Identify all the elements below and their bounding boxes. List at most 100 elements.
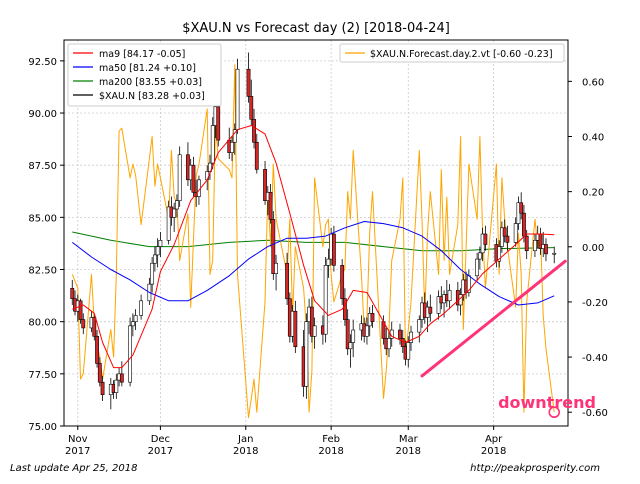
x-tick-label-year-4: 2018	[396, 446, 421, 457]
candle-body-63	[326, 258, 331, 266]
legend-label-ma9: ma9 [84.17 -0.05]	[99, 49, 185, 60]
candle-body-18	[139, 300, 144, 316]
candle-body-111	[519, 202, 524, 214]
x-tick-label-month-3: Feb	[322, 434, 340, 445]
candle-body-51	[274, 262, 278, 274]
candle-body-108	[505, 235, 510, 243]
candle-body-9	[100, 381, 105, 396]
candle-body-41	[232, 129, 237, 143]
candle-body-46	[254, 141, 259, 170]
candle-body-57	[304, 321, 309, 387]
candle-body-60	[312, 325, 317, 337]
candle-body-69	[348, 342, 353, 350]
price-candles	[70, 52, 557, 410]
y-right-tick-label-2: -0.20	[582, 298, 608, 309]
y-left-tick-label-2: 80.00	[28, 318, 57, 329]
x-tick-label-year-1: 2017	[148, 446, 173, 457]
x-tick-label-year-0: 2017	[65, 446, 90, 457]
candle-body-21	[152, 254, 157, 264]
x-tick-label-month-4: Mar	[399, 434, 419, 445]
candle-body-14	[119, 373, 124, 383]
y-right-tick-label-4: 0.20	[582, 188, 604, 199]
legend-left-box	[67, 43, 222, 107]
candle-body-83	[406, 342, 411, 360]
footer-last-update: Last update Apr 25, 2018	[10, 463, 138, 474]
candle-body-105	[497, 246, 502, 262]
candle-body-84	[409, 331, 413, 343]
y-right-tick-label-5: 0.40	[582, 133, 604, 144]
candle-body-66	[340, 265, 345, 300]
candle-body-23	[158, 240, 163, 247]
y-left-tick-label-4: 85.00	[28, 213, 57, 224]
ma200-line	[72, 231, 555, 252]
candle-body-118	[544, 244, 548, 255]
legend-label-price: $XAU.N [83.28 +0.03]	[99, 91, 205, 102]
y-right-tick-label-1: -0.40	[582, 353, 608, 364]
y-left-tick-label-0: 75.00	[28, 422, 57, 433]
candle-body-27	[175, 200, 179, 210]
axes: 75.00 77.50 80.00 82.50 85.00 87.50 90.00 92.50…	[28, 57, 608, 457]
candle-body-67	[343, 298, 347, 320]
candle-body-3	[78, 300, 83, 320]
candle-body-38	[216, 106, 221, 141]
trendline-layer	[420, 259, 567, 419]
legend-right: $XAU.N.Forecast.day.2.vt [-0.60 -0.23]	[339, 43, 565, 63]
ma9-series	[72, 125, 555, 369]
forecast-series	[71, 64, 555, 419]
candle-body-36	[210, 125, 215, 164]
candle-body-35	[208, 162, 212, 172]
candle-body-109	[513, 223, 518, 243]
candle-body-103	[483, 233, 488, 245]
candle-body-119	[552, 252, 557, 255]
downtrend-annotation: downtrend	[498, 393, 596, 412]
y-left-tick-label-7: 92.50	[28, 57, 57, 68]
x-tick-label-month-5: Apr	[485, 434, 503, 445]
y-right-tick-label-6: 0.60	[582, 77, 604, 88]
forecast-marker-circle	[548, 406, 561, 419]
footer-source-url: http://peakprosperity.com	[470, 463, 600, 474]
candle-body-26	[172, 208, 177, 218]
candle-body-40	[230, 141, 234, 153]
legend-label-ma50: ma50 [81.24 +0.10]	[99, 63, 196, 74]
candle-body-85	[417, 319, 422, 333]
candle-body-113	[524, 235, 529, 252]
x-tick-label-year-2: 2018	[233, 446, 258, 457]
chart-title: $XAU.N vs Forecast day (2) [2018-04-24]	[182, 21, 450, 36]
legend-left: ma9 [84.17 -0.05] ma50 [81.24 +0.10] ma2…	[67, 43, 222, 107]
candle-body-55	[293, 310, 298, 348]
candle-body-20	[150, 262, 155, 285]
candle-body-0	[70, 287, 75, 300]
candle-body-73	[365, 325, 369, 337]
y-right-tick-label-0: -0.60	[582, 408, 608, 419]
candle-body-6	[92, 317, 97, 337]
plot-frame	[63, 39, 569, 427]
candle-body-47	[263, 169, 267, 201]
downtrend-trendline	[420, 259, 567, 378]
candle-body-89	[428, 306, 433, 314]
candle-body-112	[522, 212, 526, 237]
x-tick-label-year-3: 2018	[318, 446, 343, 457]
y-left-tick-label-5: 87.50	[28, 161, 57, 172]
candle-body-90	[436, 296, 441, 314]
candle-body-44	[249, 96, 254, 120]
candle-body-114	[533, 240, 537, 252]
y-right-tick-label-3: 0.00	[582, 243, 604, 254]
x-tick-label-month-1: Dec	[151, 434, 170, 445]
candle-body-7	[95, 335, 99, 364]
y-left-tick-label-1: 77.50	[28, 370, 57, 381]
candle-body-50	[271, 219, 276, 274]
candle-body-17	[133, 315, 138, 322]
candle-body-70	[351, 329, 356, 343]
candle-body-31	[191, 164, 196, 193]
legend-right-box	[339, 43, 565, 63]
x-tick-label-month-2: Jan	[237, 434, 253, 445]
candle-body-8	[97, 363, 102, 383]
x-tick-label-year-5: 2018	[481, 446, 506, 457]
candle-body-101	[477, 252, 482, 260]
candle-body-106	[500, 227, 504, 247]
candle-body-75	[370, 313, 375, 322]
candle-body-59	[309, 306, 314, 337]
candle-body-4	[81, 319, 86, 329]
candle-body-52	[285, 262, 289, 300]
